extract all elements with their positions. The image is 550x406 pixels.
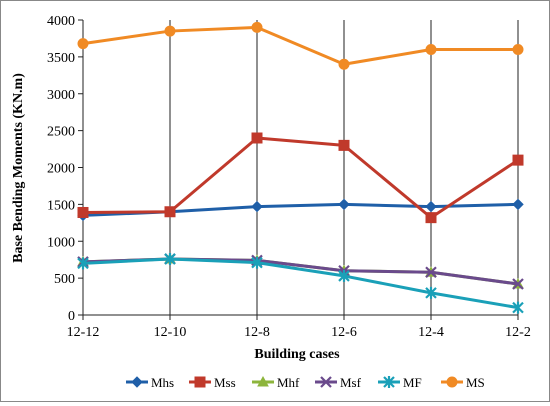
x-tick-label-12-6: 12-6 — [331, 325, 357, 340]
legend-marker-mhs — [131, 376, 143, 388]
point-mf-12-2 — [512, 301, 524, 314]
point-ms-12-8 — [251, 21, 263, 33]
x-tick-label-12-10: 12-10 — [154, 325, 187, 340]
legend-marker-ms — [446, 376, 458, 388]
legend-marker-msf — [320, 376, 332, 388]
point-mf-12-12 — [77, 257, 89, 270]
legend-label-msf: Msf — [340, 375, 362, 390]
y-tick-label-3000: 3000 — [47, 88, 75, 103]
point-mss-12-6 — [338, 139, 350, 151]
series-line-mss — [82, 136, 519, 220]
point-mss-12-2 — [512, 154, 524, 166]
point-msf-12-2 — [512, 278, 524, 290]
x-tick-label-12-12: 12-12 — [67, 325, 100, 340]
point-mf-12-8 — [251, 256, 263, 269]
series-line-msf — [82, 257, 519, 286]
legend-marker-mf — [383, 376, 395, 388]
y-tick-label-2000: 2000 — [47, 162, 75, 177]
point-mhs-12-6 — [338, 198, 350, 211]
x-tick-label-12-8: 12-8 — [244, 325, 270, 340]
y-tick-labels: 0 500 1000 1500 2000 2500 3000 3500 4000 — [47, 14, 83, 324]
legend-label-ms: MS — [466, 375, 485, 390]
y-tick-label-0: 0 — [68, 309, 75, 324]
y-tick-label-1500: 1500 — [47, 198, 75, 213]
point-mhs-12-8 — [251, 200, 263, 213]
point-ms-12-12 — [77, 38, 89, 50]
legend-label-mhf: Mhf — [277, 375, 300, 390]
y-tick-label-1000: 1000 — [47, 235, 75, 250]
y-tick-label-2500: 2500 — [47, 125, 75, 140]
point-mf-12-6 — [338, 269, 350, 282]
legend-label-mf: MF — [403, 375, 422, 390]
legend-marker-mss — [194, 376, 206, 388]
point-mss-12-10 — [164, 206, 176, 218]
point-mss-12-4 — [425, 212, 437, 224]
point-msf-12-4 — [425, 266, 437, 279]
y-axis-title: Base Bending Moments (KN.m) — [11, 73, 26, 263]
x-tick-label-12-2: 12-2 — [505, 325, 531, 340]
point-mf-12-10 — [164, 252, 176, 265]
point-ms-12-4 — [425, 44, 437, 55]
y-tick-label-4000: 4000 — [47, 14, 75, 29]
legend-label-mhs: Mhs — [151, 375, 174, 390]
legend-marker-mhf — [257, 375, 269, 387]
point-mss-12-12 — [77, 206, 89, 218]
point-mhs-12-2 — [512, 198, 524, 211]
point-ms-12-2 — [512, 44, 524, 55]
x-tick-labels: 12-12 12-10 12-8 12-6 12-4 12-2 — [67, 315, 531, 340]
series-layer — [77, 21, 524, 314]
series-line-ms — [82, 25, 518, 66]
x-tick-label-12-4: 12-4 — [418, 325, 444, 340]
series-line-mhf — [82, 257, 519, 286]
x-axis-title: Building cases — [254, 347, 340, 362]
point-ms-12-6 — [338, 58, 350, 70]
y-tick-label-3500: 3500 — [47, 51, 75, 66]
series-line-mf — [82, 257, 519, 310]
y-tick-label-500: 500 — [54, 272, 75, 287]
point-mhs-12-4 — [425, 200, 437, 213]
legend-label-mss: Mss — [214, 375, 236, 390]
point-mss-12-8 — [251, 132, 263, 144]
legend: Mhs Mss Mhf Msf MF MS — [126, 375, 485, 390]
series-line-mhs — [82, 202, 519, 217]
point-mf-12-4 — [425, 286, 437, 299]
point-ms-12-10 — [164, 25, 176, 37]
